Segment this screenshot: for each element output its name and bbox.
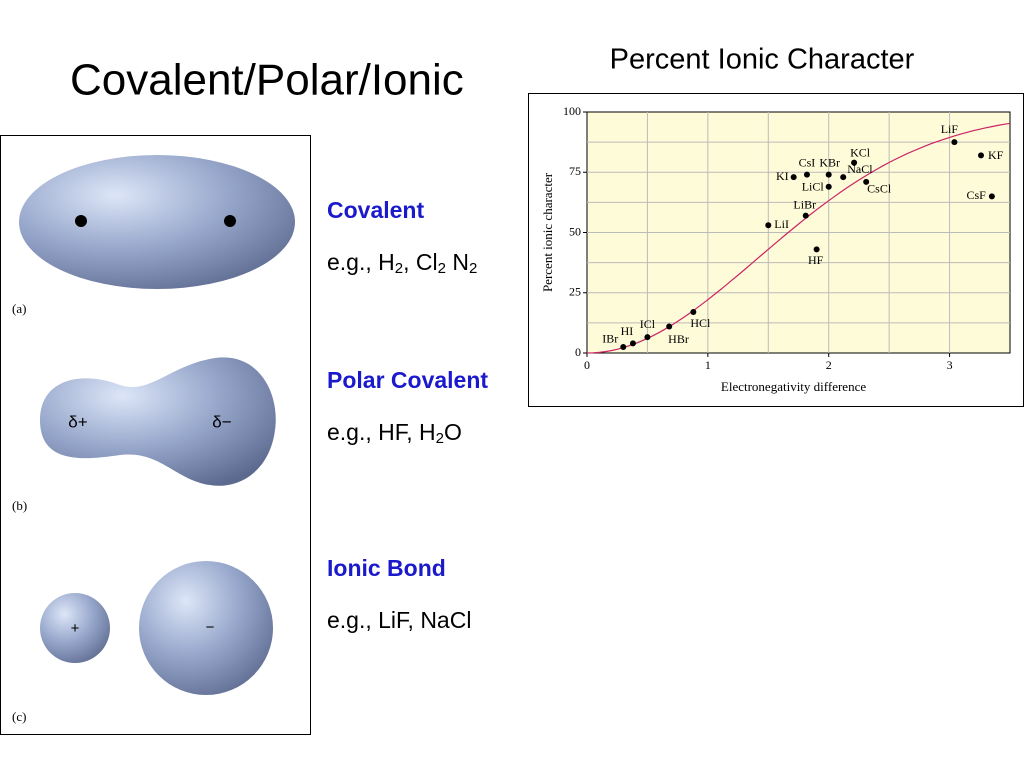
example-part: N bbox=[446, 249, 469, 275]
data-point bbox=[851, 159, 858, 166]
example-part: e.g., H bbox=[327, 249, 395, 275]
charge-label: + bbox=[71, 620, 80, 637]
point-label: KBr bbox=[819, 155, 840, 169]
y-tick-label: 50 bbox=[569, 224, 581, 238]
point-label: CsI bbox=[799, 155, 816, 169]
data-point bbox=[644, 334, 651, 341]
data-point bbox=[765, 222, 772, 229]
trend-curve bbox=[586, 122, 1011, 354]
point-label: LiBr bbox=[793, 197, 816, 211]
data-point bbox=[825, 183, 832, 190]
point-label: KI bbox=[776, 169, 789, 183]
point-label: CsCl bbox=[867, 182, 892, 196]
bond-example: e.g., HF, H2O bbox=[327, 419, 462, 447]
data-point bbox=[988, 193, 995, 200]
nucleus bbox=[75, 215, 87, 227]
data-point bbox=[620, 343, 627, 350]
point-label: CsF bbox=[967, 188, 987, 202]
point-label: IBr bbox=[602, 332, 618, 346]
chart: 0 25 50 75 100 0 1 2 3 Electronegativity differen… bbox=[540, 104, 1011, 394]
nucleus bbox=[224, 215, 236, 227]
example-part: 2 bbox=[436, 430, 444, 447]
data-point bbox=[803, 171, 810, 178]
y-axis-label: Percent ionic character bbox=[540, 172, 555, 292]
x-axis-label: Electronegativity difference bbox=[721, 379, 866, 394]
y-tick-label: 0 bbox=[575, 345, 581, 359]
panel-label: (c) bbox=[12, 709, 26, 724]
bond-name: Covalent bbox=[327, 197, 424, 223]
data-point bbox=[977, 152, 984, 159]
point-label: HF bbox=[808, 253, 824, 267]
example-part: 2 bbox=[438, 260, 446, 277]
point-label: ICl bbox=[640, 317, 656, 331]
data-point bbox=[666, 323, 673, 330]
data-point bbox=[690, 309, 697, 316]
data-point bbox=[813, 246, 820, 253]
panel-label: (a) bbox=[12, 301, 26, 316]
charge-label: δ− bbox=[212, 412, 231, 431]
example-part: O bbox=[444, 419, 462, 445]
x-tick-label: 1 bbox=[705, 358, 711, 372]
bond-example: e.g., LiF, NaCl bbox=[327, 607, 471, 633]
slide-title: Covalent/Polar/Ionic bbox=[70, 56, 464, 105]
point-label: LiF bbox=[941, 122, 959, 136]
point-label: LiCl bbox=[802, 179, 825, 193]
chart-title: Percent Ionic Character bbox=[610, 44, 915, 76]
point-label: LiI bbox=[774, 217, 789, 231]
point-label: HI bbox=[621, 324, 634, 338]
y-tick-label: 100 bbox=[563, 104, 581, 118]
data-point bbox=[802, 212, 809, 219]
cation bbox=[40, 593, 110, 663]
example-part: e.g., LiF, NaCl bbox=[327, 607, 471, 633]
point-label: KCl bbox=[850, 145, 871, 159]
data-point bbox=[790, 174, 797, 181]
charge-label: δ+ bbox=[68, 412, 87, 431]
x-tick-label: 3 bbox=[947, 358, 953, 372]
bond-name: Ionic Bond bbox=[327, 555, 446, 581]
bond-example: e.g., H2, Cl2 N2 bbox=[327, 249, 477, 277]
data-point bbox=[840, 174, 847, 181]
data-point bbox=[629, 340, 636, 347]
point-label: HCl bbox=[690, 316, 711, 330]
y-tick-label: 25 bbox=[569, 285, 581, 299]
example-part: 2 bbox=[469, 260, 477, 277]
x-tick-label: 2 bbox=[826, 358, 832, 372]
panel-label: (b) bbox=[12, 498, 27, 513]
x-tick-label: 0 bbox=[584, 358, 590, 372]
point-label: HBr bbox=[668, 332, 689, 346]
point-label: NaCl bbox=[847, 162, 873, 176]
data-point bbox=[863, 178, 870, 185]
anion bbox=[139, 561, 273, 695]
charge-label: − bbox=[206, 619, 215, 636]
bond-name: Polar Covalent bbox=[327, 367, 488, 393]
covalent-cloud bbox=[19, 155, 295, 289]
example-part: e.g., HF, H bbox=[327, 419, 436, 445]
data-point bbox=[825, 171, 832, 178]
y-tick-label: 75 bbox=[569, 164, 581, 178]
point-label: KF bbox=[988, 148, 1004, 162]
example-part: 2 bbox=[395, 260, 403, 277]
data-point bbox=[951, 139, 958, 146]
example-part: , Cl bbox=[403, 249, 438, 275]
polar-cloud bbox=[40, 357, 276, 486]
